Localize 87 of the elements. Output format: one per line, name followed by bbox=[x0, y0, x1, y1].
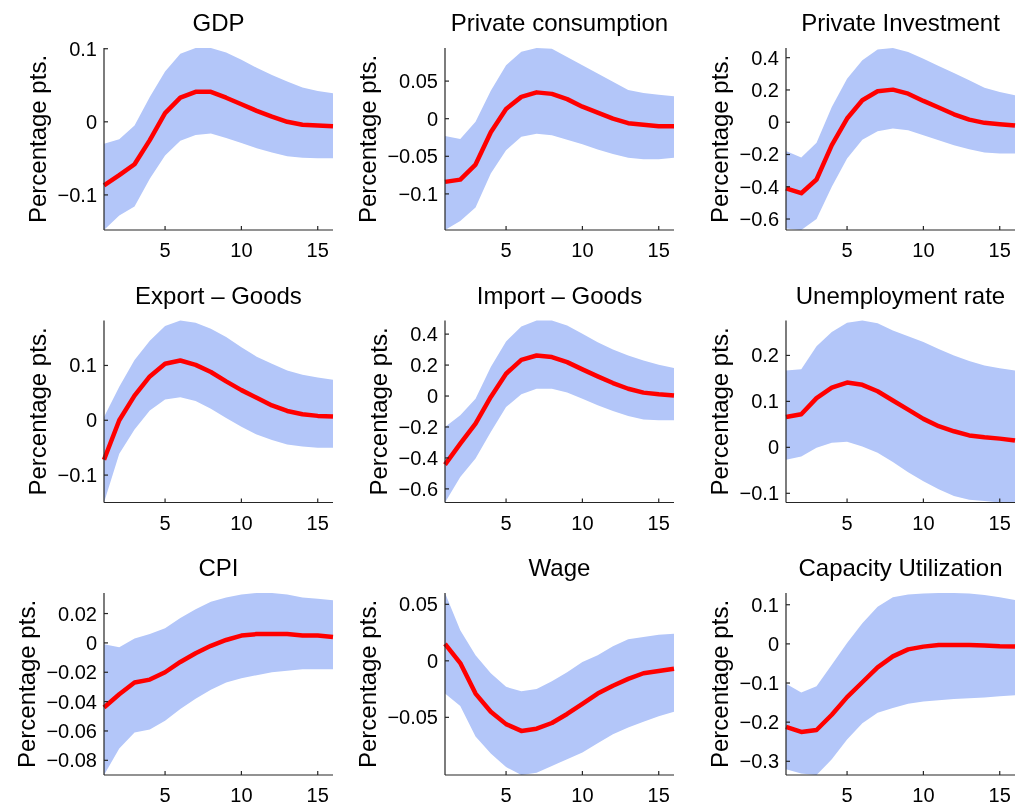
y-tick-label: −0.2 bbox=[739, 143, 779, 166]
x-tick-label: 10 bbox=[571, 784, 594, 806]
y-tick-label: −0.4 bbox=[398, 446, 438, 469]
y-tick-label: −0.2 bbox=[398, 415, 438, 438]
x-tick-label: 10 bbox=[571, 239, 594, 261]
y-tick-label: 0 bbox=[767, 111, 779, 134]
x-tick-label: 15 bbox=[647, 784, 670, 806]
y-tick-label: 0.4 bbox=[410, 323, 438, 346]
y-tick-label: 0 bbox=[85, 110, 97, 133]
y-axis-title: Percentage pts. bbox=[24, 54, 52, 224]
y-tick-label: 0.2 bbox=[751, 344, 779, 367]
y-tick-label: −0.02 bbox=[46, 661, 97, 684]
line-series bbox=[101, 358, 336, 462]
y-tick-label: −0.1 bbox=[739, 672, 779, 695]
chart-title: GDP bbox=[192, 9, 245, 36]
y-tick-label: −0.6 bbox=[739, 208, 779, 231]
y-tick-label: 0 bbox=[426, 107, 438, 130]
y-axis-title: Percentage pts. bbox=[12, 599, 40, 769]
y-tick-label: 0.4 bbox=[751, 46, 779, 69]
y-tick-label: 0.1 bbox=[69, 354, 97, 377]
x-tick-label: 5 bbox=[159, 239, 171, 261]
x-tick-label: 15 bbox=[306, 239, 329, 261]
y-tick-label: 0 bbox=[767, 632, 779, 655]
y-tick-label: 0.02 bbox=[58, 602, 97, 625]
x-tick-label: 5 bbox=[500, 511, 512, 534]
x-tick-label: 15 bbox=[647, 511, 670, 534]
y-tick-label: −0.6 bbox=[398, 477, 438, 500]
y-tick-label: 0.05 bbox=[399, 70, 438, 93]
x-tick-label: 5 bbox=[159, 784, 171, 806]
chart-title: Private Investment bbox=[801, 9, 1001, 36]
chart-title: Capacity Utilization bbox=[798, 554, 1003, 581]
chart-title: Export – Goods bbox=[135, 281, 302, 309]
x-tick-label: 15 bbox=[306, 784, 329, 806]
x-tick-label: 10 bbox=[571, 511, 594, 534]
x-tick-label: 15 bbox=[988, 239, 1011, 261]
x-tick-label: 5 bbox=[841, 511, 853, 534]
x-tick-label: 10 bbox=[912, 239, 935, 261]
x-tick-label: 15 bbox=[988, 784, 1011, 806]
y-tick-label: −0.05 bbox=[387, 145, 438, 168]
y-tick-label: 0 bbox=[767, 436, 779, 459]
x-tick-label: 5 bbox=[841, 239, 853, 261]
y-tick-label: 0 bbox=[426, 385, 438, 408]
y-tick-label: 0 bbox=[426, 649, 438, 672]
x-tick-label: 10 bbox=[912, 784, 935, 806]
x-tick-label: 10 bbox=[912, 511, 935, 534]
x-tick-label: 15 bbox=[306, 511, 329, 534]
y-axis-title: Percentage pts. bbox=[24, 327, 52, 496]
y-tick-label: −0.1 bbox=[57, 183, 97, 206]
y-tick-label: −0.04 bbox=[46, 690, 97, 713]
x-tick-label: 10 bbox=[230, 239, 253, 261]
y-tick-label: −0.08 bbox=[46, 749, 97, 772]
y-axis-title: Percentage pts. bbox=[706, 54, 734, 224]
y-tick-label: −0.06 bbox=[46, 719, 97, 742]
y-tick-label: −0.1 bbox=[57, 464, 97, 487]
y-tick-label: 0.1 bbox=[751, 593, 779, 616]
y-tick-label: −0.1 bbox=[398, 182, 438, 205]
y-tick-label: 0.05 bbox=[399, 593, 438, 616]
line-series bbox=[442, 641, 677, 734]
x-tick-label: 5 bbox=[159, 511, 171, 534]
chart-title: CPI bbox=[198, 554, 239, 581]
chart-title: Wage bbox=[528, 554, 591, 581]
chart-title: Import – Goods bbox=[476, 281, 643, 309]
y-tick-label: 0.2 bbox=[751, 78, 779, 101]
chart-title: Unemployment rate bbox=[795, 281, 1006, 309]
y-axis-title: Percentage pts. bbox=[706, 327, 734, 496]
chart-title: Private consumption bbox=[450, 9, 669, 36]
y-tick-label: 0 bbox=[85, 631, 97, 654]
x-tick-label: 15 bbox=[988, 511, 1011, 534]
y-tick-label: −0.1 bbox=[739, 482, 779, 505]
y-axis-title: Percentage pts. bbox=[353, 54, 381, 224]
x-tick-label: 15 bbox=[647, 239, 670, 261]
y-tick-label: −0.3 bbox=[739, 750, 779, 773]
y-axis-title: Percentage pts. bbox=[706, 599, 734, 769]
x-tick-label: 5 bbox=[500, 784, 512, 806]
x-tick-label: 5 bbox=[500, 239, 512, 261]
y-axis-title: Percentage pts. bbox=[353, 599, 381, 769]
y-tick-label: 0.1 bbox=[69, 37, 97, 60]
y-tick-label: 0 bbox=[85, 409, 97, 432]
y-tick-label: −0.4 bbox=[739, 175, 779, 198]
x-tick-label: 10 bbox=[230, 511, 253, 534]
x-tick-label: 10 bbox=[230, 784, 253, 806]
y-tick-label: −0.2 bbox=[739, 711, 779, 734]
y-tick-label: −0.05 bbox=[387, 706, 438, 729]
y-tick-label: 0.2 bbox=[410, 354, 438, 377]
y-axis-title: Percentage pts. bbox=[365, 327, 393, 496]
x-tick-label: 5 bbox=[841, 784, 853, 806]
y-tick-label: 0.1 bbox=[751, 390, 779, 413]
